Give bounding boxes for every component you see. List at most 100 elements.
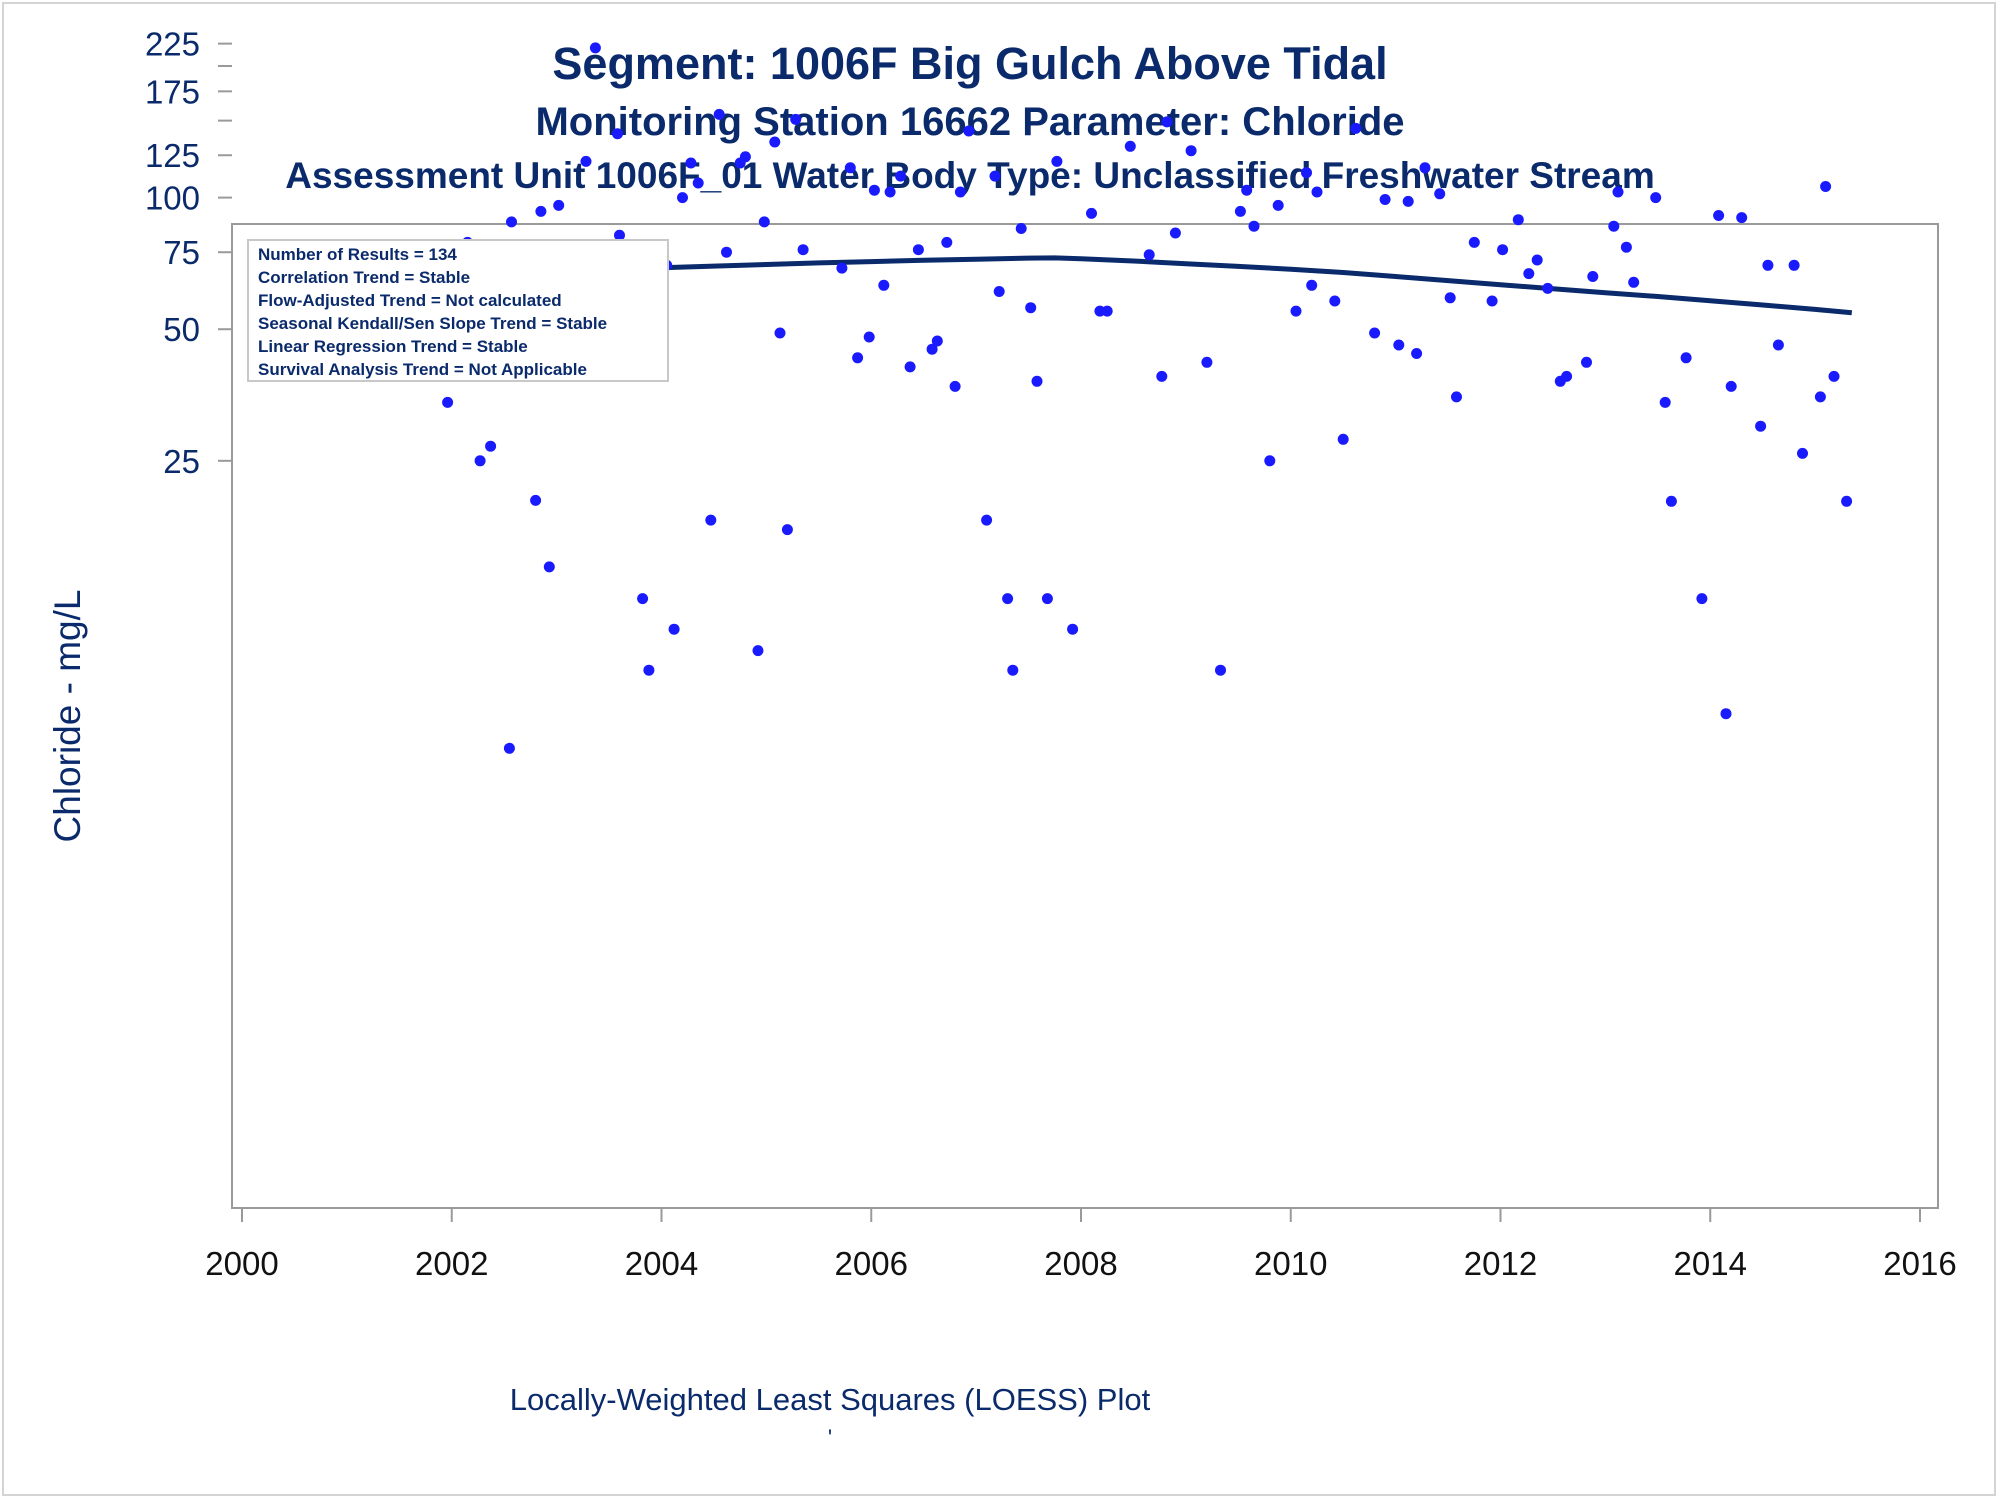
data-point [926, 343, 938, 355]
data-point [1755, 420, 1767, 432]
data-point [769, 136, 781, 148]
data-point [1696, 593, 1708, 605]
data-point [1444, 292, 1456, 304]
x-tick-label: 2014 [1674, 1245, 1747, 1282]
data-point [637, 593, 649, 605]
data-point [1002, 593, 1014, 605]
stats-legend: Number of Results = 134 Correlation Trend… [247, 239, 669, 382]
data-point [543, 561, 555, 573]
stats-legend-line: Flow-Adjusted Trend = Not calculated [258, 291, 562, 310]
data-point [895, 170, 907, 182]
data-point [884, 186, 896, 198]
data-point [1393, 339, 1405, 351]
data-point [685, 157, 697, 169]
data-point [1725, 380, 1737, 392]
y-tick-label: 25 [163, 443, 200, 480]
data-point [963, 125, 975, 137]
y-tick-label: 100 [145, 180, 200, 217]
data-point [589, 42, 601, 54]
data-point [797, 244, 809, 256]
data-point [1620, 241, 1632, 253]
stats-legend-line: Number of Results = 134 [258, 245, 457, 264]
loess-curve [443, 255, 1853, 316]
data-point [1659, 396, 1671, 408]
data-point [1156, 370, 1168, 382]
loess-layer [443, 255, 1853, 316]
data-point [1215, 664, 1226, 676]
data-point [844, 162, 856, 174]
data-point [1025, 302, 1037, 314]
data-point [1608, 220, 1620, 232]
y-tick-label: 125 [145, 137, 200, 174]
data-point [954, 186, 966, 198]
data-point [836, 262, 848, 274]
data-point [949, 380, 961, 392]
data-point [1161, 116, 1173, 128]
y-tick-label: 50 [163, 311, 200, 348]
data-point [931, 335, 943, 347]
data-point [1486, 295, 1498, 307]
data-point [713, 108, 725, 120]
y-axis: 25 50 75 100 125 175 225 [145, 26, 232, 480]
x-tick-label: 2004 [625, 1245, 698, 1282]
data-point [1820, 181, 1832, 192]
data-point [1124, 140, 1136, 152]
data-point [981, 514, 993, 526]
data-point [752, 645, 764, 657]
data-point [1306, 279, 1318, 291]
data-point [904, 361, 916, 373]
data-point [941, 236, 953, 248]
x-tick-label: 2010 [1254, 1245, 1327, 1282]
data-point [1736, 212, 1748, 224]
data-point [1067, 623, 1079, 635]
data-point [553, 199, 565, 211]
data-point [1762, 259, 1774, 271]
data-point [1523, 268, 1535, 280]
data-point [506, 216, 517, 228]
data-point [1234, 205, 1246, 217]
data-point [1337, 433, 1349, 445]
data-point [1031, 375, 1043, 387]
data-point [1311, 186, 1323, 198]
data-point [1379, 194, 1391, 205]
data-point [721, 246, 732, 258]
data-point [1007, 664, 1019, 676]
data-point [1628, 276, 1640, 288]
data-point [643, 664, 655, 676]
data-point [852, 352, 864, 364]
data-point [1241, 184, 1253, 196]
data-point [668, 623, 680, 635]
x-tick-label: 2002 [415, 1245, 488, 1282]
data-point [1272, 199, 1284, 211]
plot-area [231, 223, 1939, 1209]
x-tick-label: 2012 [1464, 1245, 1537, 1282]
x-axis: 2000 2002 2004 2006 2008 2010 2012 2014 2016 [205, 1208, 1957, 1282]
data-point [1411, 348, 1423, 359]
data-point [781, 524, 793, 536]
stats-legend-box [247, 239, 669, 382]
data-point [1612, 186, 1624, 198]
data-point [442, 396, 454, 408]
data-point [1101, 305, 1113, 317]
data-point [739, 151, 751, 163]
data-point [1665, 495, 1677, 507]
y-axis-label: Chloride - mg/L [47, 590, 88, 843]
data-point [1650, 192, 1662, 204]
stats-legend-line: Seasonal Kendall/Sen Slope Trend = Stabl… [258, 314, 607, 333]
data-point [1680, 352, 1692, 364]
data-point [1402, 195, 1414, 207]
y-tick-label: 225 [145, 26, 200, 63]
data-point [1512, 214, 1524, 226]
data-point [1587, 271, 1599, 282]
data-point [1051, 155, 1063, 167]
data-point [677, 192, 688, 204]
chart-subtitle: Monitoring Station 16662 Parameter: Chlo… [535, 100, 1405, 144]
data-point [1542, 282, 1554, 294]
data-point [1720, 708, 1732, 720]
chart-title: Segment: 1006F Big Gulch Above Tidal [552, 38, 1388, 89]
footnote-plot-type: Locally-Weighted Least Squares (LOESS) P… [509, 1382, 1151, 1417]
y-tick-label: 175 [145, 73, 200, 110]
data-point [1561, 370, 1573, 382]
data-point [503, 742, 515, 754]
